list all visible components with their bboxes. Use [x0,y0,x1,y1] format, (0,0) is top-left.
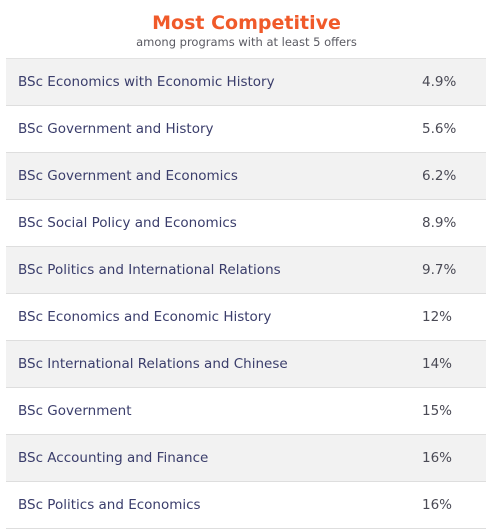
program-name: BSc Economics and Economic History [18,309,272,325]
offer-rate: 16% [422,497,453,513]
card-subtitle: among programs with at least 5 offers [136,35,357,49]
program-name: BSc Social Policy and Economics [18,215,237,231]
program-name: BSc Government and Economics [18,168,238,184]
program-name: BSc Politics and Economics [18,497,201,513]
table-row: BSc Economics with Economic History 4.9% [6,59,486,106]
program-name: BSc Accounting and Finance [18,450,209,466]
program-name: BSc Economics with Economic History [18,74,275,90]
offer-rate: 9.7% [422,262,457,278]
offer-rate: 8.9% [422,215,457,231]
table-row: BSc Accounting and Finance 16% [6,435,486,482]
programs-table: BSc Economics with Economic History 4.9%… [6,58,486,529]
table-row: BSc Social Policy and Economics 8.9% [6,200,486,247]
program-name: BSc Politics and International Relations [18,262,281,278]
table-row: BSc International Relations and Chinese … [6,341,486,388]
program-name: BSc Government [18,403,132,419]
table-row: BSc Government 15% [6,388,486,435]
table-row: BSc Politics and Economics 16% [6,482,486,529]
table-row: BSc Economics and Economic History 12% [6,294,486,341]
offer-rate: 15% [422,403,453,419]
program-name: BSc Government and History [18,121,214,137]
offer-rate: 6.2% [422,168,457,184]
offer-rate: 12% [422,309,453,325]
card-title: Most Competitive [152,12,341,34]
table-row: BSc Government and Economics 6.2% [6,153,486,200]
offer-rate: 4.9% [422,74,457,90]
table-row: BSc Government and History 5.6% [6,106,486,153]
card-header: Most Competitive among programs with at … [0,0,493,49]
offer-rate: 16% [422,450,453,466]
program-name: BSc International Relations and Chinese [18,356,288,372]
offer-rate: 5.6% [422,121,457,137]
table-row: BSc Politics and International Relations… [6,247,486,294]
offer-rate: 14% [422,356,453,372]
